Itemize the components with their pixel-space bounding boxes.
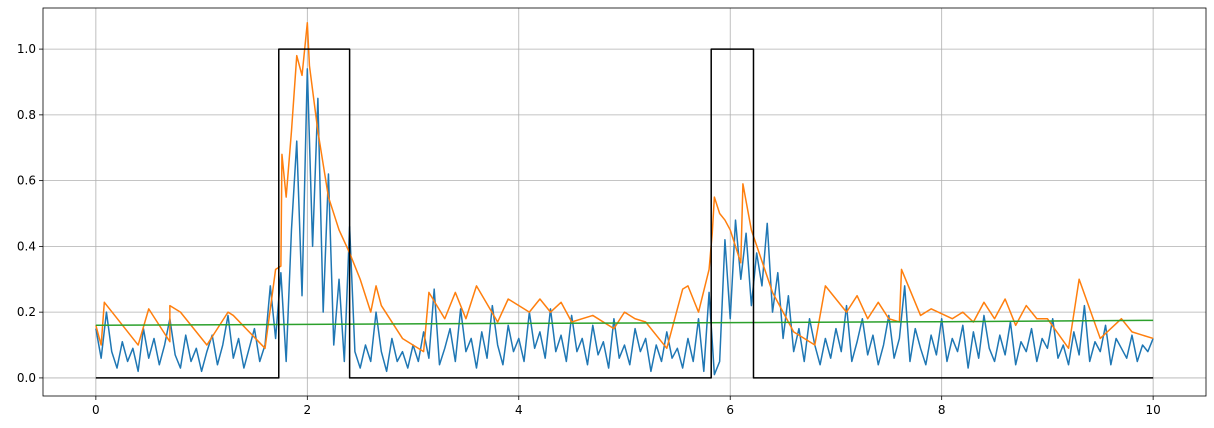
- x-tick-label: 4: [515, 403, 523, 417]
- y-tick-label: 0.6: [17, 174, 36, 188]
- orange-envelope-line: [95, 22, 1154, 353]
- axes-frame: [42, 7, 1207, 397]
- green-trend-line: [95, 319, 1154, 327]
- x-tick-label: 0: [92, 403, 100, 417]
- y-tick-label: 0.8: [17, 108, 36, 122]
- blue-signal-line: [95, 68, 1154, 376]
- x-tick-label: 6: [726, 403, 734, 417]
- x-axis-ticks: 0 2 4 6 8 10: [92, 396, 1161, 417]
- x-tick-label: 8: [938, 403, 946, 417]
- y-tick-label: 1.0: [17, 42, 36, 56]
- y-tick-label: 0.4: [17, 239, 36, 253]
- y-tick-label: 0.0: [17, 371, 36, 385]
- x-tick-label: 10: [1145, 403, 1160, 417]
- x-tick-label: 2: [303, 403, 311, 417]
- black-step-line: [95, 48, 1154, 379]
- series-group: [95, 22, 1154, 379]
- y-tick-label: 0.2: [17, 305, 36, 319]
- y-axis-ticks: 0.0 0.2 0.4 0.6 0.8 1.0: [17, 42, 43, 385]
